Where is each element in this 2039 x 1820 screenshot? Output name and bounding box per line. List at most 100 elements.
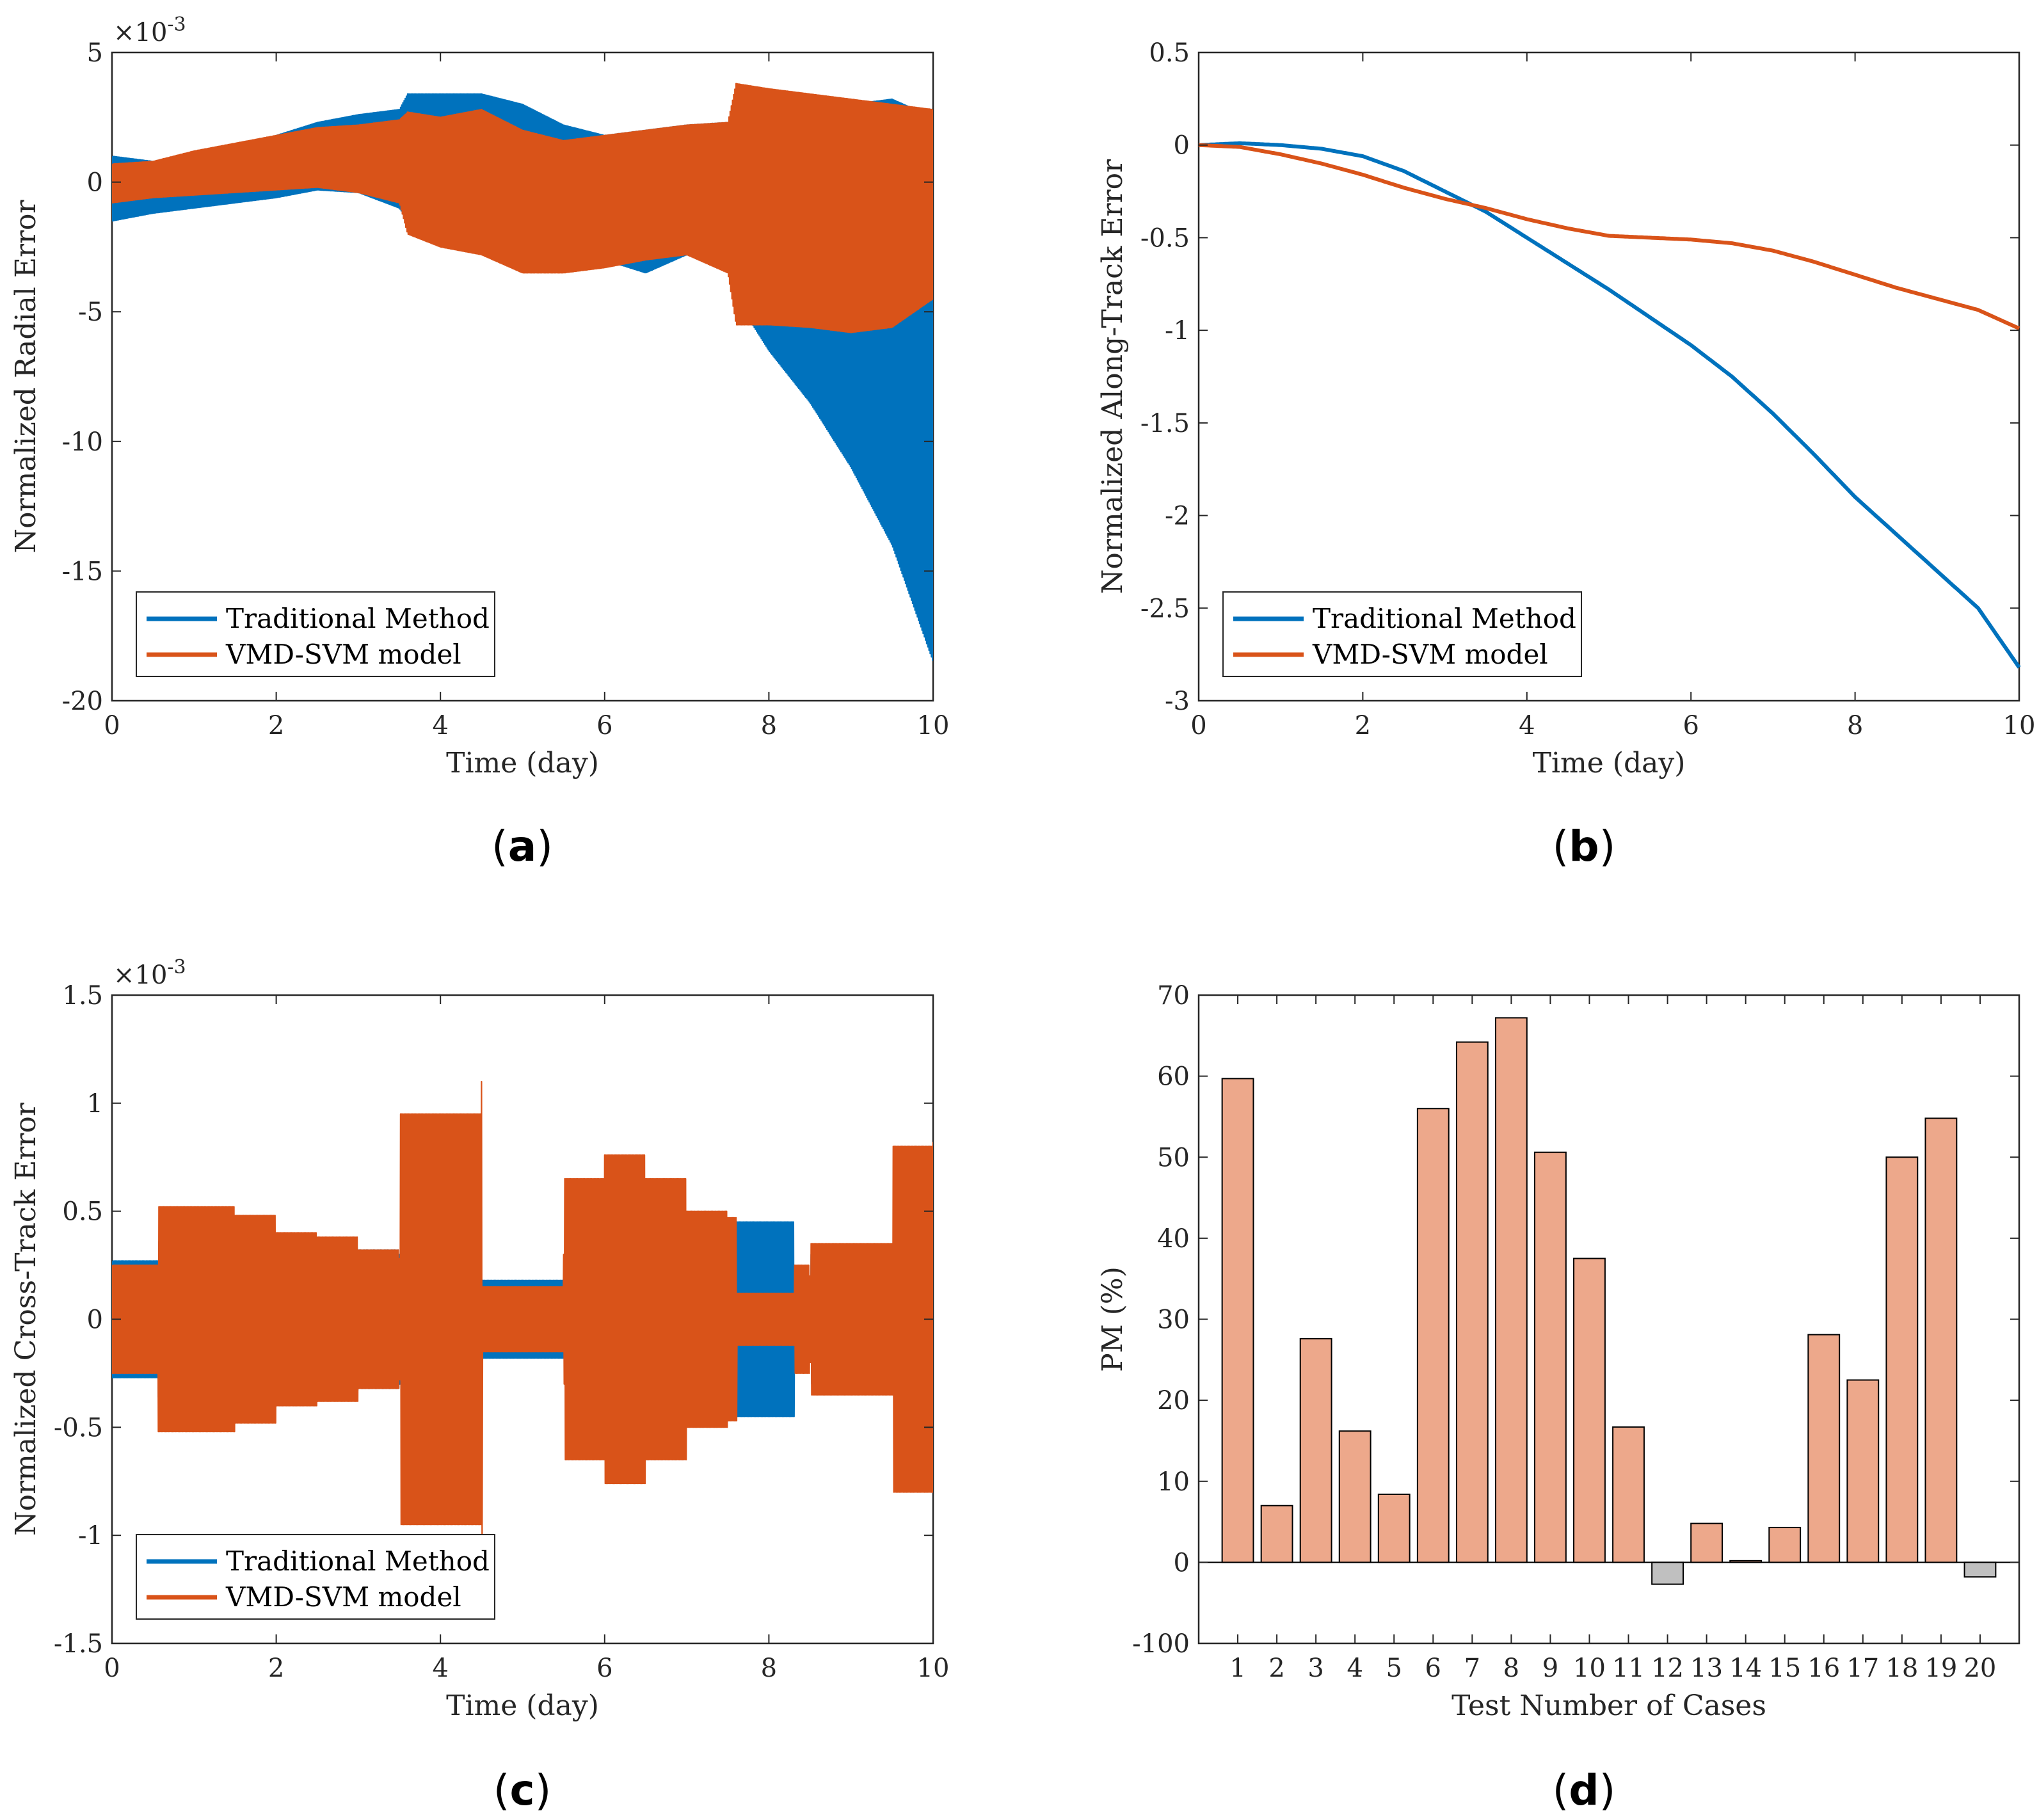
x-tick-label: 3 (1307, 1654, 1323, 1683)
bar-case-16 (1807, 1334, 1841, 1563)
x-tick-label: 10 (917, 711, 950, 740)
legend-entry: Traditional Method (226, 1545, 490, 1577)
x-tick-label: 0 (1190, 711, 1206, 740)
legend-box (136, 591, 495, 677)
legend-entry: Traditional Method (226, 603, 490, 634)
x-tick-label: 0 (104, 711, 120, 740)
x-tick-label: 2 (1268, 1654, 1284, 1683)
y-tick-label: -10 (62, 427, 103, 457)
legend-box (136, 1534, 495, 1620)
x-tick-label: 6 (596, 711, 612, 740)
x-tick-label: 10 (1573, 1654, 1606, 1683)
x-tick-label: 12 (1651, 1654, 1684, 1683)
y-tick-label: -0.5 (54, 1413, 103, 1442)
y-tick-label: -0.5 (1140, 223, 1190, 253)
y-exponent-label: ×10-3 (113, 956, 186, 990)
y-tick-label: 10 (1157, 1467, 1190, 1497)
x-tick-label: 20 (1963, 1654, 1996, 1683)
bar-case-2 (1260, 1505, 1293, 1563)
x-tick-label: 2 (268, 1654, 284, 1683)
x-tick-label: 8 (761, 711, 777, 740)
y-tick-label: 5 (87, 38, 103, 68)
y-tick-label: -2.5 (1140, 594, 1190, 623)
y-exponent-label: ×10-3 (113, 13, 186, 47)
x-tick-label: 4 (432, 1654, 448, 1683)
y-axis-label: Normalized Along-Track Error (1096, 159, 1129, 594)
x-tick-label: 10 (917, 1654, 950, 1683)
series-vmd-svm-model (1198, 143, 2020, 330)
bar-case-20 (1963, 1561, 1997, 1578)
y-tick-label: 0 (1174, 1548, 1190, 1577)
x-tick-label: 6 (1683, 711, 1699, 740)
bar-case-3 (1299, 1337, 1332, 1563)
bar-case-10 (1573, 1257, 1606, 1563)
y-tick-label: 50 (1157, 1143, 1190, 1172)
x-tick-label: 0 (104, 1654, 120, 1683)
x-tick-label: 1 (1229, 1654, 1245, 1683)
bar-case-6 (1416, 1108, 1450, 1563)
y-tick-label: -20 (62, 687, 103, 716)
x-tick-label: 2 (1355, 711, 1371, 740)
x-tick-label: 14 (1729, 1654, 1762, 1683)
x-tick-label: 8 (761, 1654, 777, 1683)
series-traditional-method (1198, 141, 2021, 669)
x-tick-label: 8 (1847, 711, 1863, 740)
panel-caption: (a) (492, 822, 553, 871)
x-tick-label: 6 (596, 1654, 612, 1683)
plot-area-c (112, 1081, 933, 1558)
y-axis-label: PM (%) (1096, 1266, 1129, 1372)
bar-case-14 (1729, 1560, 1763, 1563)
x-tick-label: 6 (1425, 1654, 1441, 1683)
y-tick-label: 70 (1157, 981, 1190, 1010)
x-tick-label: 5 (1386, 1654, 1402, 1683)
y-tick-label: 20 (1157, 1386, 1190, 1416)
y-tick-label: -2 (1165, 502, 1190, 531)
x-tick-label: 4 (1519, 711, 1535, 740)
y-tick-label: -1.5 (54, 1629, 103, 1659)
bar-case-1 (1221, 1078, 1254, 1563)
bar-case-11 (1612, 1426, 1645, 1563)
y-tick-label: 0 (1174, 131, 1190, 161)
y-tick-label: -100 (1132, 1629, 1190, 1659)
bar-case-5 (1377, 1494, 1411, 1563)
bar-case-18 (1885, 1156, 1919, 1563)
y-tick-label: 30 (1157, 1305, 1190, 1335)
y-tick-label: 60 (1157, 1062, 1190, 1092)
x-tick-label: 11 (1612, 1654, 1645, 1683)
x-tick-label: 13 (1690, 1654, 1723, 1683)
bar-case-13 (1690, 1522, 1723, 1563)
y-tick-label: -15 (62, 557, 103, 586)
x-tick-label: 9 (1542, 1654, 1558, 1683)
y-tick-label: 0.5 (62, 1197, 103, 1227)
x-axis-label: Time (day) (446, 747, 599, 779)
x-tick-label: 4 (1347, 1654, 1363, 1683)
x-tick-label: 15 (1768, 1654, 1801, 1683)
bar-case-4 (1338, 1430, 1371, 1563)
x-axis-label: Time (day) (1533, 747, 1686, 779)
x-tick-label: 18 (1885, 1654, 1918, 1683)
legend-box (1222, 591, 1582, 677)
series-vmd-svm-model (112, 83, 933, 333)
y-tick-label: 1.5 (62, 981, 103, 1010)
x-tick-label: 10 (2003, 711, 2036, 740)
x-axis-label: Test Number of Cases (1451, 1689, 1766, 1722)
panel-caption: (c) (493, 1766, 552, 1815)
y-tick-label: -1 (78, 1521, 103, 1551)
x-tick-label: 16 (1807, 1654, 1840, 1683)
x-tick-label: 17 (1846, 1654, 1879, 1683)
x-tick-label: 2 (268, 711, 284, 740)
y-tick-label: 40 (1157, 1224, 1190, 1254)
y-tick-label: -5 (78, 298, 103, 327)
y-tick-label: 1 (87, 1089, 103, 1119)
x-tick-label: 4 (432, 711, 448, 740)
legend-entry: Traditional Method (1313, 603, 1576, 634)
y-axis-label: Normalized Radial Error (10, 199, 42, 553)
bar-case-9 (1534, 1151, 1567, 1563)
x-axis-label: Time (day) (446, 1689, 599, 1722)
bar-case-17 (1846, 1379, 1880, 1563)
legend-entry: VMD-SVM model (1312, 639, 1548, 670)
bar-case-7 (1455, 1041, 1489, 1563)
